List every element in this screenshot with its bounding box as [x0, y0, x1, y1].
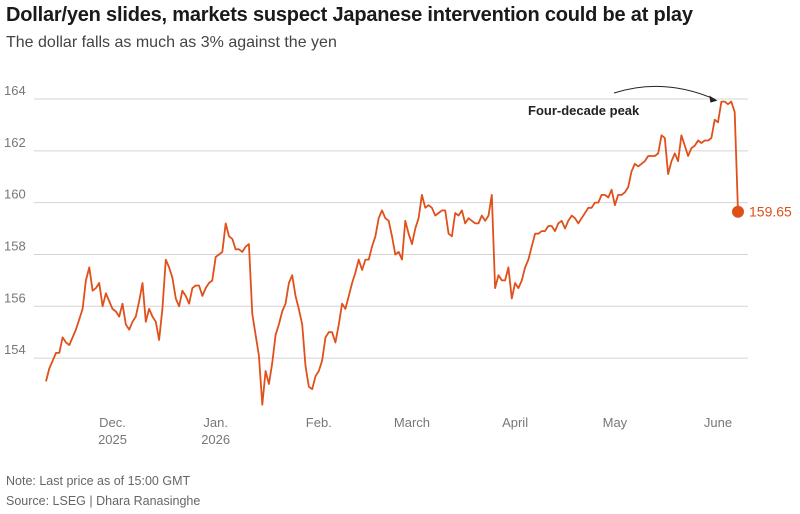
last-price-label: 159.65 [749, 204, 792, 220]
x-tick-label: Feb. [306, 415, 332, 430]
y-tick-label: 162 [4, 135, 26, 150]
chart-source: Source: LSEG | Dhara Ranasinghe [6, 494, 201, 508]
peak-annotation-arrowhead [709, 95, 718, 103]
x-tick-year-label: 2025 [98, 432, 127, 447]
y-tick-label: 154 [4, 342, 26, 357]
y-tick-label: 160 [4, 187, 26, 202]
x-tick-label: May [603, 415, 628, 430]
x-tick-label: Jan. [203, 415, 228, 430]
x-tick-label: June [704, 415, 732, 430]
peak-annotation: Four-decade peak [528, 103, 640, 118]
x-tick-label: March [394, 415, 430, 430]
y-tick-label: 158 [4, 238, 26, 253]
x-tick-year-label: 2026 [201, 432, 230, 447]
chart-note: Note: Last price as of 15:00 GMT [6, 474, 191, 488]
line-chart: 154 156 158 160 162 164 Dec. 2025 Jan. 2026 Feb. M… [4, 83, 792, 447]
chart-subtitle: The dollar falls as much as 3% against t… [6, 34, 337, 51]
y-tick-label: 156 [4, 290, 26, 305]
peak-annotation-arrow [613, 85, 716, 101]
y-tick-label: 164 [4, 83, 26, 98]
chart-title: Dollar/yen slides, markets suspect Japan… [6, 4, 693, 26]
x-tick-label: April [502, 415, 528, 430]
x-tick-label: Dec. [99, 415, 126, 430]
usd-jpy-line [45, 100, 739, 406]
last-price-marker [732, 205, 744, 218]
